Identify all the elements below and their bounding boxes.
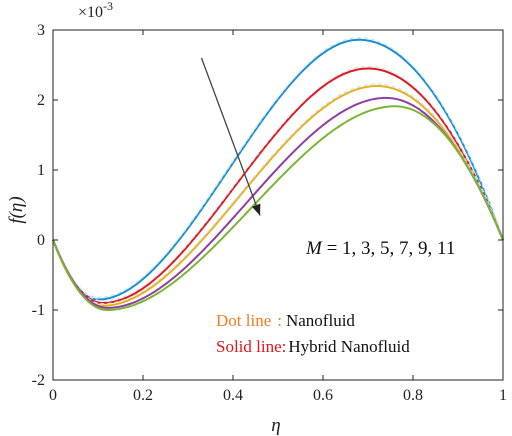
series-line xyxy=(52,67,504,305)
y-tick-label: 3 xyxy=(37,22,45,39)
series-dotted-line xyxy=(52,37,504,299)
legend-sep: : xyxy=(282,337,287,356)
series-line xyxy=(52,38,504,301)
y-axis-label: f(η) xyxy=(6,196,27,223)
legend-key: Solid line xyxy=(216,337,282,356)
x-tick-label: 0.2 xyxy=(133,387,153,404)
y-tick-label: -2 xyxy=(32,372,45,389)
legend-value: Nanofluid xyxy=(286,311,355,330)
legend-entry-dot-line: Dot line: Nanofluid xyxy=(216,311,355,330)
x-tick-label: 0.6 xyxy=(313,387,333,404)
annotation-arrow-line xyxy=(200,57,261,216)
legend-entry-solid-line: Solid line: Hybrid Nanofluid xyxy=(216,337,410,356)
curves-layer xyxy=(52,37,504,311)
y-tick-label: 1 xyxy=(37,162,45,179)
x-axis-label: η xyxy=(271,415,280,436)
series-line xyxy=(52,105,504,311)
y-multiplier-label: ×10-3 xyxy=(78,0,113,21)
plot-frame xyxy=(52,29,504,381)
annotation-layer: M = 1, 3, 5, 7, 9, 11 xyxy=(200,57,455,259)
x-tick-label: 1 xyxy=(499,387,507,404)
series-dotted-line xyxy=(52,83,504,305)
series-line xyxy=(52,85,504,307)
legend-sep: : xyxy=(277,311,282,330)
legend-value: Hybrid Nanofluid xyxy=(288,337,410,356)
series-line xyxy=(52,96,504,309)
x-tick-label: 0.4 xyxy=(223,387,243,404)
series-dotted-line xyxy=(52,65,504,302)
y-tick-label: 0 xyxy=(37,232,45,249)
annotation-arrowhead xyxy=(251,203,261,216)
y-tick-label: -1 xyxy=(32,302,45,319)
ticks-layer: 0 0.2 0.4 0.6 0.8 1 -2 -1 0 1 2 3 xyxy=(32,22,507,404)
y-tick-label: 2 xyxy=(37,92,45,109)
annotation-label: M = 1, 3, 5, 7, 9, 11 xyxy=(305,238,455,259)
legend-key: Dot line xyxy=(216,311,271,330)
x-tick-label: 0 xyxy=(49,387,57,404)
x-tick-label: 0.8 xyxy=(403,387,423,404)
